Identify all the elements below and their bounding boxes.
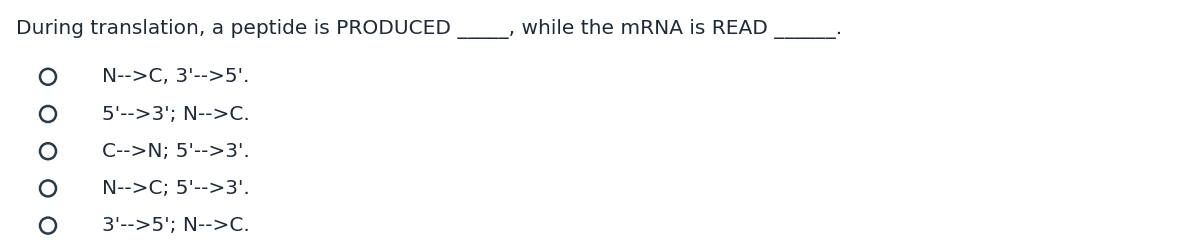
Text: C-->N; 5'-->3'.: C-->N; 5'-->3'.: [102, 142, 250, 161]
Text: N-->C; 5'-->3'.: N-->C; 5'-->3'.: [102, 179, 250, 198]
Text: 3'-->5'; N-->C.: 3'-->5'; N-->C.: [102, 216, 250, 235]
Text: N-->C, 3'-->5'.: N-->C, 3'-->5'.: [102, 67, 250, 86]
Text: 5'-->3'; N-->C.: 5'-->3'; N-->C.: [102, 104, 250, 124]
Text: During translation, a peptide is PRODUCED _____, while the mRNA is READ ______.: During translation, a peptide is PRODUCE…: [16, 19, 841, 39]
